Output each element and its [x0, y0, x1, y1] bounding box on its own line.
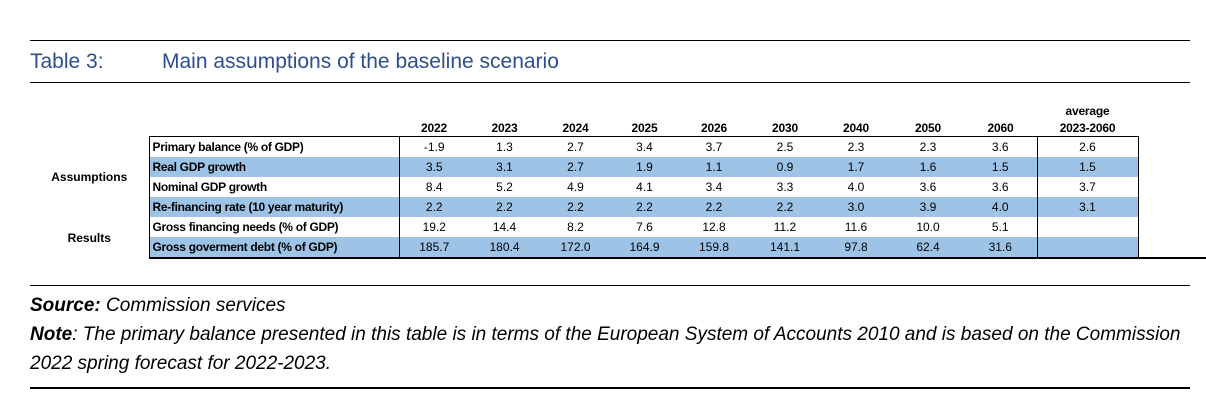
cell: 3.6 — [991, 180, 1009, 194]
cell: 2.2 — [540, 197, 611, 217]
cell: 3.3 — [776, 180, 794, 194]
cell: 10.0 — [916, 220, 940, 234]
cell: 8.2 — [567, 220, 584, 234]
cell: 3.7 — [678, 136, 750, 157]
col-header: 2026 — [701, 121, 727, 135]
row-label: Nominal GDP growth — [148, 177, 400, 197]
cell: 11.2 — [773, 220, 797, 234]
cell: 141.1 — [750, 237, 820, 259]
avg-cell: 2.6 — [1036, 136, 1139, 157]
col-header: 2022 — [421, 121, 447, 135]
cell: 1.9 — [611, 157, 678, 177]
cell: 2.5 — [750, 136, 820, 157]
cell: 4.9 — [567, 180, 584, 194]
cell: 2.2 — [678, 197, 750, 217]
cell: 4.0 — [964, 197, 1037, 217]
cell: 0.9 — [750, 157, 820, 177]
cell: 3.5 — [399, 157, 469, 177]
avg-cell — [1036, 237, 1139, 259]
cell: 2.2 — [611, 197, 678, 217]
cell: 3.9 — [892, 197, 964, 217]
cell: 2.3 — [892, 136, 964, 157]
cell: 11.6 — [844, 220, 868, 234]
col-header: 2024 — [562, 121, 589, 135]
cell: 7.6 — [636, 220, 653, 234]
avg-cell: 3.7 — [1036, 177, 1139, 197]
table-row: Nominal GDP growth 8.4 5.2 4.9 4.1 3.4 3… — [30, 177, 1206, 197]
cell: 159.8 — [678, 237, 750, 259]
cell: 3.0 — [820, 197, 892, 217]
row-label: Gross goverment debt (% of GDP) — [148, 237, 400, 259]
col-header: 2030 — [772, 121, 798, 135]
cell: 4.1 — [636, 180, 653, 194]
cell: 31.6 — [964, 237, 1037, 259]
cell: 1.1 — [678, 157, 750, 177]
note-label: Note — [30, 324, 73, 345]
col-header: 2060 — [987, 121, 1014, 135]
cell: 185.7 — [399, 237, 469, 259]
table-number: Table 3: — [30, 50, 104, 73]
table-row: Real GDP growth 3.5 3.1 2.7 1.9 1.1 0.9 … — [30, 157, 1206, 177]
col-header: 2025 — [631, 121, 658, 135]
row-label: Re-financing rate (10 year maturity) — [148, 197, 400, 217]
cell: 19.2 — [422, 220, 446, 234]
cell: 3.4 — [611, 136, 678, 157]
cell: -1.9 — [399, 136, 469, 157]
cell: 2.2 — [750, 197, 820, 217]
table-row: Assumptions Primary balance (% of GDP) -… — [30, 136, 1206, 184]
source-text: Commission services — [100, 295, 286, 316]
avg-cell: 1.5 — [1036, 157, 1139, 177]
table-row: Gross goverment debt (% of GDP) 185.7 18… — [30, 237, 1206, 259]
cell: 3.1 — [469, 157, 540, 177]
cell: 172.0 — [540, 237, 611, 259]
cell: 2.3 — [820, 136, 892, 157]
cell: 1.3 — [469, 136, 540, 157]
note-text: : The primary balance presented in this … — [30, 324, 1181, 374]
col-header: 2050 — [915, 121, 941, 135]
cell: 2.7 — [540, 157, 611, 177]
avg-cell: 3.1 — [1036, 197, 1139, 217]
group-results: Results — [67, 230, 111, 245]
cell: 5.2 — [496, 180, 513, 194]
cell: 3.6 — [964, 136, 1037, 157]
avg-cell — [1036, 217, 1139, 237]
cell: 180.4 — [469, 237, 540, 259]
cell: 2.2 — [399, 197, 469, 217]
cell: 1.5 — [964, 157, 1037, 177]
cell: 2.2 — [469, 197, 540, 217]
cell: 62.4 — [892, 237, 964, 259]
cell: 5.1 — [991, 220, 1009, 234]
note-line: Note: The primary balance presented in t… — [30, 320, 1190, 378]
cell: 4.0 — [847, 180, 865, 194]
cell: 8.4 — [425, 180, 443, 194]
table-row: Re-financing rate (10 year maturity) 2.2… — [30, 197, 1206, 217]
cell: 3.6 — [919, 180, 937, 194]
cell: 3.4 — [705, 180, 723, 194]
cell: 1.6 — [892, 157, 964, 177]
bottom-rule — [30, 387, 1190, 389]
table-notes: Source: Commission services Note: The pr… — [30, 291, 1190, 378]
row-label: Real GDP growth — [148, 157, 400, 177]
source-line: Source: Commission services — [30, 291, 1190, 320]
title-rule — [30, 82, 1190, 83]
notes-top-rule — [30, 285, 1190, 286]
table-row: Results Gross financing needs (% of GDP)… — [30, 217, 1206, 245]
avg-col-header: average 2023-2060 — [1059, 104, 1116, 135]
cell: 2.7 — [540, 136, 611, 157]
row-label: Gross financing needs (% of GDP) — [148, 217, 400, 237]
cell: 164.9 — [611, 237, 678, 259]
header-row: 2022 2023 2024 2025 2026 2030 2040 2050 … — [30, 93, 1206, 137]
cell: 97.8 — [820, 237, 892, 259]
cell: 12.8 — [702, 220, 726, 234]
top-rule — [30, 40, 1190, 41]
table-caption: Main assumptions of the baseline scenari… — [162, 50, 559, 73]
group-assumptions: Assumptions — [51, 169, 128, 184]
col-header: 2023 — [491, 121, 518, 135]
cell: 14.4 — [492, 220, 517, 234]
cell: 1.7 — [820, 157, 892, 177]
row-label: Primary balance (% of GDP) — [148, 136, 400, 157]
col-header: 2040 — [843, 121, 869, 135]
assumptions-table: 2022 2023 2024 2025 2026 2030 2040 2050 … — [30, 93, 1206, 259]
source-label: Source: — [30, 295, 101, 316]
